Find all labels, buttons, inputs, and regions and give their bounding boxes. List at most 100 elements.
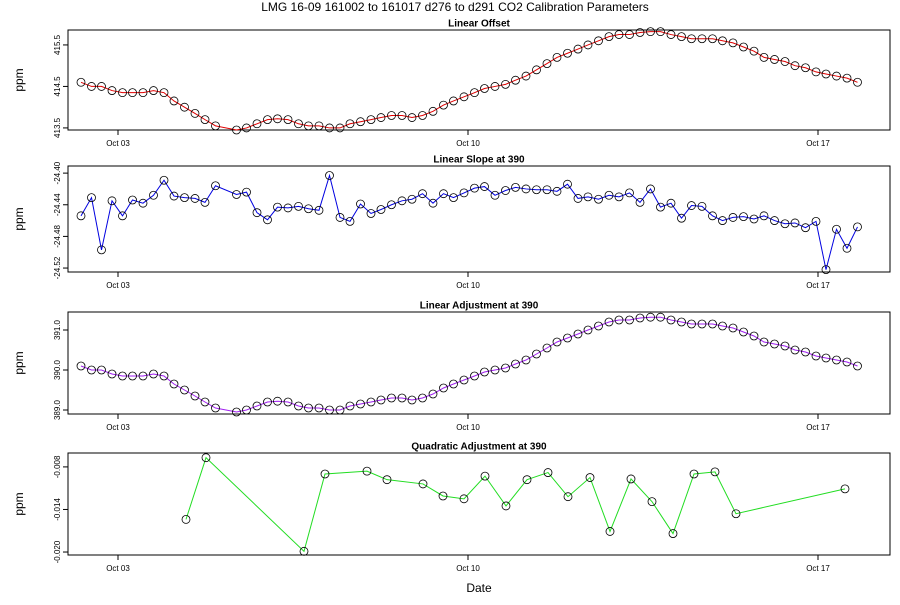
data-point — [656, 27, 665, 37]
data-point — [780, 341, 790, 351]
data-point — [439, 189, 448, 199]
data-point — [490, 82, 500, 91]
y-tick-label: 413.5 — [53, 117, 62, 138]
data-point — [604, 190, 614, 200]
data-point — [138, 371, 148, 381]
data-point — [811, 351, 821, 361]
data-point — [314, 205, 324, 215]
data-point — [840, 484, 850, 494]
data-point — [273, 114, 282, 124]
data-point — [832, 355, 841, 365]
y-tick-label: 391.0 — [53, 319, 62, 340]
data-point — [181, 514, 191, 524]
data-point — [294, 401, 303, 411]
data-point — [594, 194, 603, 204]
data-point — [299, 546, 309, 556]
data-point — [376, 395, 386, 405]
data-point — [490, 365, 500, 375]
data-point — [780, 57, 790, 66]
plot-frame — [67, 311, 891, 415]
data-point — [263, 215, 272, 225]
data-point — [625, 188, 634, 198]
data-point — [853, 361, 862, 371]
y-tick-label: 415.5 — [53, 34, 62, 55]
data-point — [635, 313, 645, 323]
data-point — [273, 202, 282, 212]
data-point — [647, 497, 657, 507]
data-point — [263, 397, 272, 407]
data-point — [438, 491, 448, 501]
data-point — [759, 337, 769, 347]
data-point — [853, 77, 862, 87]
data-point — [407, 113, 417, 122]
data-point — [480, 367, 489, 377]
data-point — [118, 88, 127, 98]
data-point — [759, 211, 769, 221]
data-point — [418, 393, 427, 403]
data-point — [335, 213, 345, 222]
data-point — [242, 187, 251, 197]
data-point — [480, 84, 489, 93]
data-point — [470, 183, 479, 193]
data-point — [585, 473, 595, 482]
data-point — [511, 359, 520, 369]
data-point — [594, 36, 603, 46]
x-tick-label: Oct 10 — [456, 139, 480, 148]
data-point — [356, 199, 365, 209]
data-point — [169, 96, 179, 106]
data-point — [842, 357, 852, 367]
data-point — [522, 475, 532, 485]
y-axis-label: ppm — [12, 207, 26, 230]
data-point — [252, 208, 262, 218]
x-tick-label: Oct 03 — [106, 423, 130, 432]
data-point — [573, 194, 583, 203]
data-point — [501, 363, 510, 373]
data-point — [770, 216, 779, 225]
data-point — [459, 188, 469, 198]
data-point — [138, 198, 148, 208]
data-point — [149, 190, 158, 200]
data-point — [407, 395, 417, 405]
data-point — [666, 198, 676, 208]
x-axis-label: Date — [466, 581, 492, 595]
data-point — [180, 102, 189, 112]
data-point — [263, 115, 272, 125]
data-point — [325, 123, 334, 133]
x-tick-label: Oct 03 — [106, 139, 130, 148]
data-point — [200, 397, 210, 407]
data-point — [87, 193, 96, 203]
data-point — [459, 375, 469, 385]
data-point — [169, 379, 179, 389]
data-point — [387, 200, 396, 210]
data-point — [842, 73, 852, 83]
data-point — [418, 111, 427, 120]
data-point — [731, 509, 741, 519]
data-point — [232, 125, 241, 135]
data-point — [604, 317, 614, 327]
data-point — [708, 211, 717, 221]
data-point — [739, 42, 748, 52]
x-tick-label: Oct 10 — [456, 423, 480, 432]
data-point — [159, 175, 169, 185]
data-point — [335, 123, 345, 133]
data-point — [687, 319, 696, 329]
data-point — [635, 28, 645, 37]
data-point — [283, 203, 293, 213]
data-point — [382, 475, 392, 485]
data-point — [470, 371, 479, 381]
data-point — [677, 213, 686, 223]
data-point — [407, 194, 417, 204]
data-point — [428, 106, 438, 116]
data-point — [552, 186, 562, 196]
data-point — [320, 469, 330, 479]
data-point — [521, 355, 531, 365]
data-point — [594, 321, 603, 331]
data-point — [687, 34, 696, 44]
data-point — [325, 405, 334, 415]
data-point — [842, 243, 852, 253]
data-point — [387, 111, 396, 120]
panel-title: Linear Slope at 390 — [433, 155, 525, 166]
data-point — [646, 27, 655, 37]
x-tick-label: Oct 03 — [106, 281, 130, 290]
data-point — [614, 30, 624, 39]
